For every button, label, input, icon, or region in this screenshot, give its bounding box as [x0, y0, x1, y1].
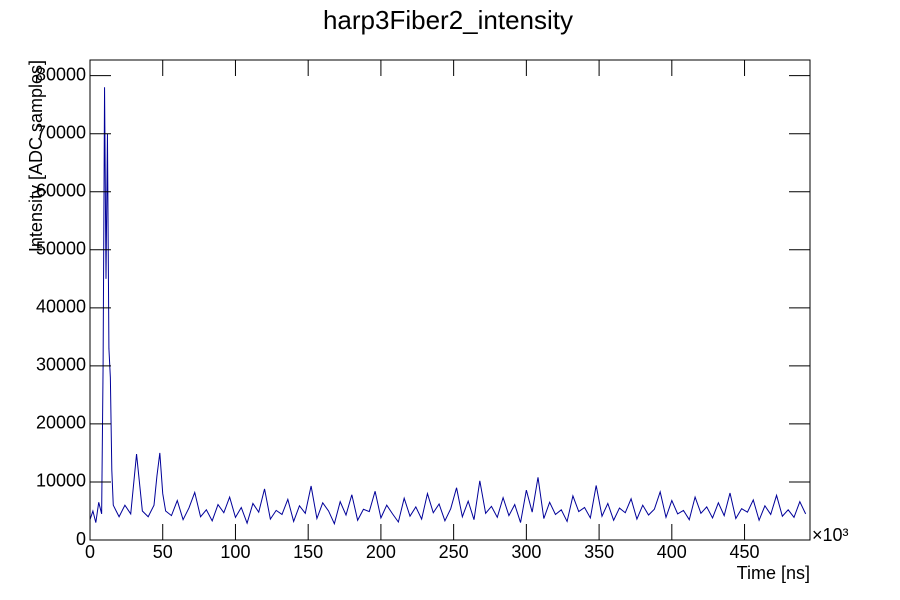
y-tick-label: 10000	[36, 471, 86, 491]
x-tick-label: 50	[153, 542, 173, 562]
x-tick-label: 200	[366, 542, 396, 562]
x-tick-label: 300	[511, 542, 541, 562]
x-tick-label: 400	[657, 542, 687, 562]
data-line	[89, 87, 807, 526]
y-tick-label: 70000	[36, 122, 86, 142]
x-tick-label: 100	[220, 542, 250, 562]
y-tick-label: 30000	[36, 355, 86, 375]
x-axis-label: Time [ns]	[737, 563, 810, 583]
y-tick-label: 40000	[36, 297, 86, 317]
x-tick-label: 0	[85, 542, 95, 562]
y-tick-label: 60000	[36, 181, 86, 201]
y-tick-label: 20000	[36, 413, 86, 433]
x-tick-label: 250	[439, 542, 469, 562]
x-multiplier: ×10³	[812, 525, 849, 545]
y-tick-label: 80000	[36, 64, 86, 84]
y-axis-label: Intensity [ADC samples]	[26, 60, 46, 252]
x-tick-label: 450	[730, 542, 760, 562]
plot-frame	[89, 59, 811, 541]
x-tick-label: 350	[584, 542, 614, 562]
y-tick-label: 0	[76, 529, 86, 549]
y-tick-label: 50000	[36, 239, 86, 259]
chart-title: harp3Fiber2_intensity	[323, 5, 573, 35]
x-tick-label: 150	[293, 542, 323, 562]
